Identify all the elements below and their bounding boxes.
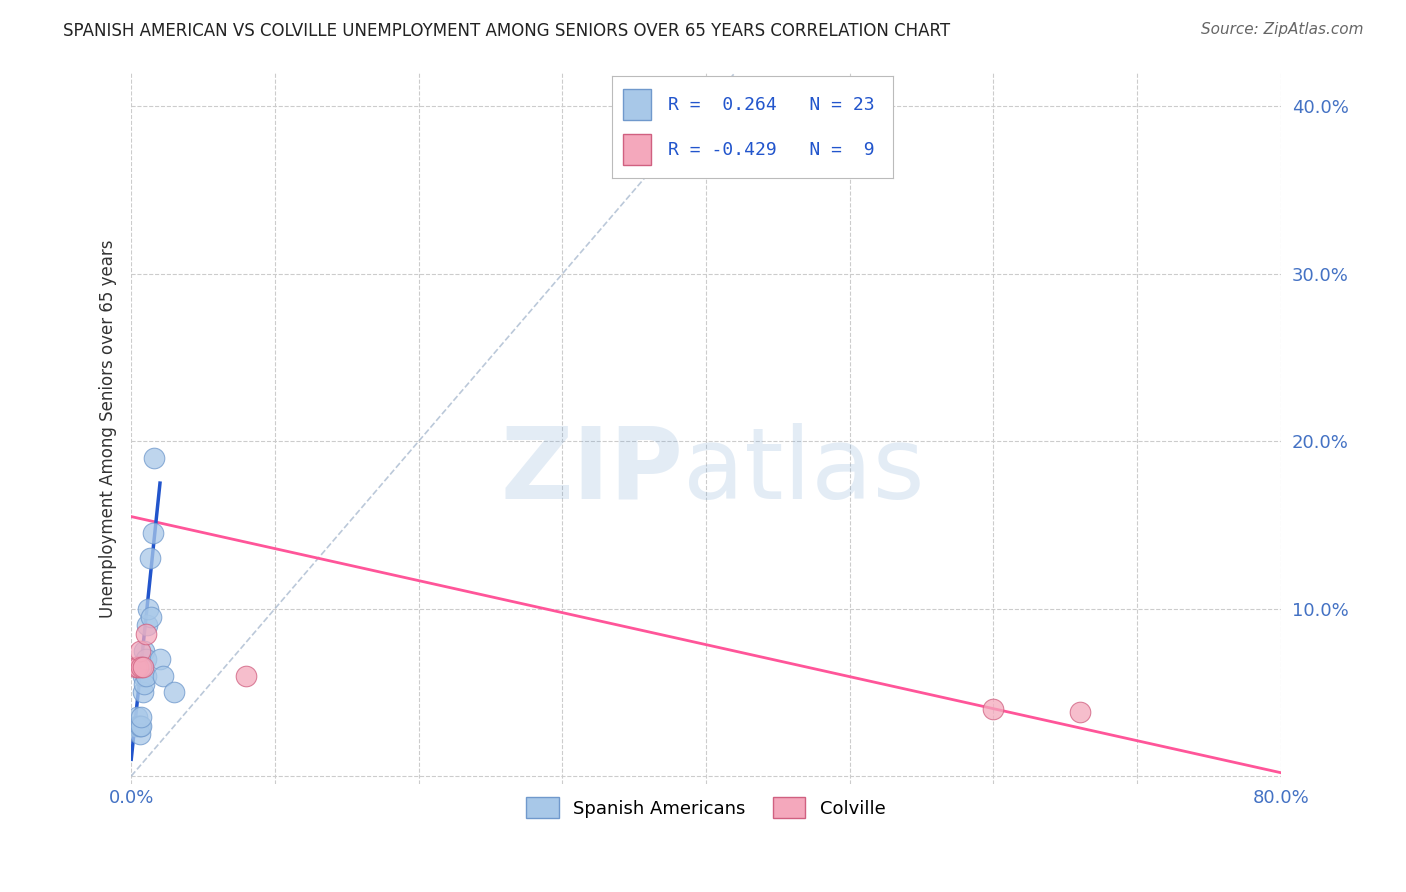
Point [132,668,155,682]
Point [134,643,156,657]
Point [125,710,148,724]
Point [127,660,149,674]
Point [132,660,155,674]
Point [136,618,159,632]
Point [135,652,157,666]
Point [132,685,155,699]
Text: atlas: atlas [683,423,925,520]
Point [135,668,157,682]
Point [134,677,156,691]
Point [983,702,1005,716]
Text: R = -0.429   N =  9: R = -0.429 N = 9 [668,141,875,159]
Point [124,719,146,733]
Point [163,685,186,699]
Point [127,719,149,733]
Text: ZIP: ZIP [501,423,683,520]
Point [152,668,174,682]
Point [128,719,150,733]
Point [132,660,155,674]
Text: Source: ZipAtlas.com: Source: ZipAtlas.com [1201,22,1364,37]
Point [131,719,153,733]
Point [135,627,157,641]
Text: SPANISH AMERICAN VS COLVILLE UNEMPLOYMENT AMONG SENIORS OVER 65 YEARS CORRELATIO: SPANISH AMERICAN VS COLVILLE UNEMPLOYMEN… [63,22,950,40]
Point [143,450,166,465]
Point [1069,706,1091,720]
Point [149,652,172,666]
Point [128,643,150,657]
Text: R =  0.264   N = 23: R = 0.264 N = 23 [668,95,875,113]
Point [235,668,257,682]
Point [142,526,165,541]
Point [141,610,163,624]
Point [139,551,162,566]
Point [131,660,153,674]
Point [131,710,153,724]
FancyBboxPatch shape [623,89,651,120]
Point [124,660,146,674]
FancyBboxPatch shape [623,135,651,165]
Legend: Spanish Americans, Colville: Spanish Americans, Colville [519,790,893,825]
Point [128,727,150,741]
Point [138,601,160,615]
Y-axis label: Unemployment Among Seniors over 65 years: Unemployment Among Seniors over 65 years [100,239,117,618]
